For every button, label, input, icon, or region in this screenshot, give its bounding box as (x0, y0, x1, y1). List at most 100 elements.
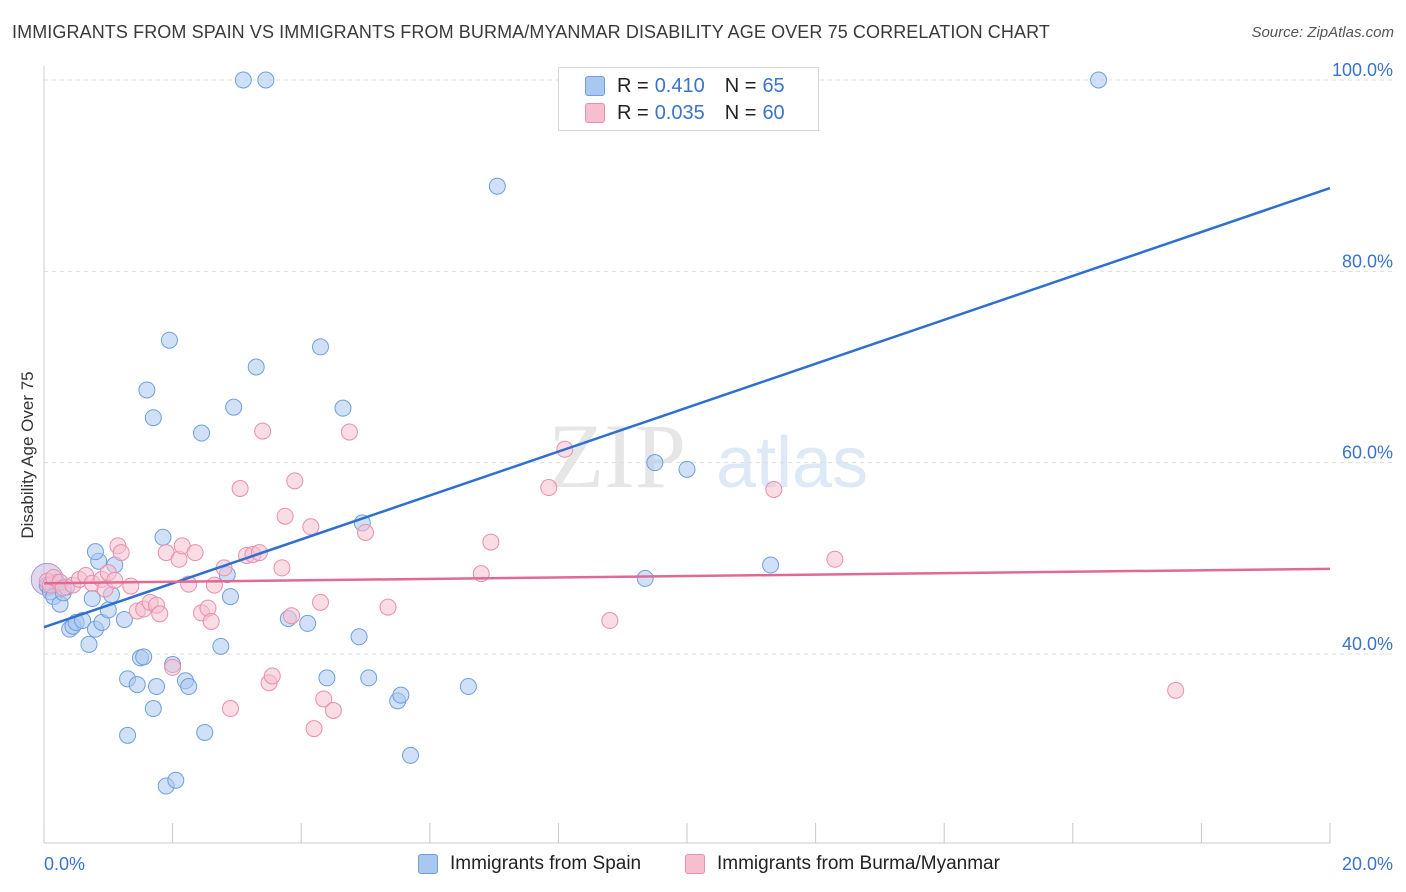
data-point-spain (180, 678, 198, 696)
legend-label-burma: Immigrants from Burma/Myanmar (717, 853, 1000, 874)
data-point-spain (160, 331, 178, 349)
data-point-burma (286, 472, 304, 490)
x-tick-label: 20.0% (1342, 854, 1393, 874)
legend-r-label: R = (617, 101, 649, 124)
y-tick-label: 100.0% (1332, 60, 1393, 80)
legend-swatch-burma (685, 854, 705, 874)
data-point-burma (122, 577, 140, 595)
legend-n-value: 65 (762, 74, 785, 97)
data-point-spain (247, 358, 265, 376)
data-point-burma (151, 605, 169, 623)
data-point-spain (678, 460, 696, 478)
y-tick-label: 60.0% (1342, 443, 1393, 463)
y-axis-label: Disability Age Over 75 (18, 371, 37, 539)
data-point-spain (86, 543, 104, 561)
data-point-spain (225, 398, 243, 416)
legend-n-label: N = (724, 74, 757, 97)
legend-row-burma: R = 0.035 N = 60 (585, 101, 785, 125)
data-point-spain (119, 726, 137, 744)
data-point-burma (765, 480, 783, 498)
data-point-spain (128, 676, 146, 694)
data-point-spain (144, 700, 162, 718)
data-point-burma (1167, 681, 1185, 699)
legend-row-spain: R = 0.410 N = 65 (585, 74, 785, 98)
data-point-spain (115, 611, 133, 629)
legend-swatch-spain (418, 854, 438, 874)
data-point-burma (273, 559, 291, 577)
data-point-burma (186, 544, 204, 562)
data-point-burma (315, 690, 333, 708)
data-point-burma (283, 607, 301, 625)
correlation-legend: R = 0.410 N = 65 R = 0.035 N = 60 (558, 67, 819, 131)
legend-r-label: R = (617, 74, 649, 97)
data-point-spain (135, 648, 153, 666)
legend-swatch-spain (585, 76, 605, 96)
data-point-spain (311, 338, 329, 356)
data-point-spain (350, 628, 368, 646)
data-point-spain (144, 409, 162, 427)
data-point-burma (324, 701, 342, 719)
data-point-spain (167, 771, 185, 789)
data-point-spain (193, 424, 211, 442)
axes (43, 66, 1330, 844)
data-point-burma (540, 479, 558, 497)
data-point-spain (646, 454, 664, 472)
data-point-burma (231, 479, 249, 497)
data-point-burma (205, 576, 223, 594)
legend-label-spain: Immigrants from Spain (450, 853, 642, 874)
data-point-spain (221, 588, 239, 606)
bottom-legend-burma[interactable]: Immigrants from Burma/Myanmar (685, 851, 1000, 877)
data-point-spain (148, 678, 166, 696)
data-point-spain (360, 669, 378, 687)
data-point-burma (164, 658, 182, 676)
data-point-burma (482, 533, 500, 551)
data-point-burma (601, 612, 619, 630)
y-tick-label: 80.0% (1342, 251, 1393, 271)
data-point-spain (762, 556, 780, 574)
data-point-spain (318, 669, 336, 687)
data-point-burma (254, 422, 272, 440)
data-point-spain (154, 528, 172, 546)
legend-n-value: 60 (762, 101, 785, 124)
legend-swatch-burma (585, 103, 605, 123)
data-point-burma (221, 700, 239, 718)
data-point-burma (826, 550, 844, 568)
x-tick-label: 0.0% (44, 854, 85, 874)
data-point-spain (80, 635, 98, 653)
data-point-spain (1090, 71, 1108, 89)
trend-line-burma (43, 567, 1331, 585)
data-point-burma (263, 667, 281, 685)
data-point-burma (202, 612, 220, 630)
source-label: Source: ZipAtlas.com (1251, 24, 1394, 41)
data-point-burma (112, 544, 130, 562)
bottom-legend-spain[interactable]: Immigrants from Spain (418, 851, 641, 877)
data-point-spain (257, 71, 275, 89)
data-point-burma (311, 593, 329, 611)
ticks: 40.0% 60.0% 80.0% 100.0% 0.0% 20.0% (43, 60, 1393, 874)
data-point-burma (340, 423, 358, 441)
data-point-spain (392, 686, 410, 704)
data-point-spain (234, 71, 252, 89)
trend-line-spain (43, 186, 1331, 629)
trend-lines (43, 186, 1331, 629)
y-tick-label: 40.0% (1342, 634, 1393, 654)
data-point-spain (459, 678, 477, 696)
legend-r-value: 0.035 (654, 101, 705, 124)
watermark-zip: ZIP (548, 405, 686, 507)
data-point-burma (302, 518, 320, 536)
data-point-spain (299, 614, 317, 632)
data-point-spain (138, 381, 156, 399)
chart-title: IMMIGRANTS FROM SPAIN VS IMMIGRANTS FROM… (12, 22, 1050, 42)
data-point-burma (106, 571, 124, 589)
data-point-burma (357, 524, 374, 542)
data-point-spain (402, 746, 420, 764)
data-point-spain (196, 723, 214, 741)
data-point-burma (379, 598, 397, 616)
data-point-spain (334, 399, 352, 417)
legend-r-value: 0.410 (654, 74, 705, 97)
data-point-spain (212, 637, 230, 655)
grid (44, 79, 1392, 655)
data-point-spain (488, 177, 506, 195)
data-point-burma (276, 507, 294, 525)
